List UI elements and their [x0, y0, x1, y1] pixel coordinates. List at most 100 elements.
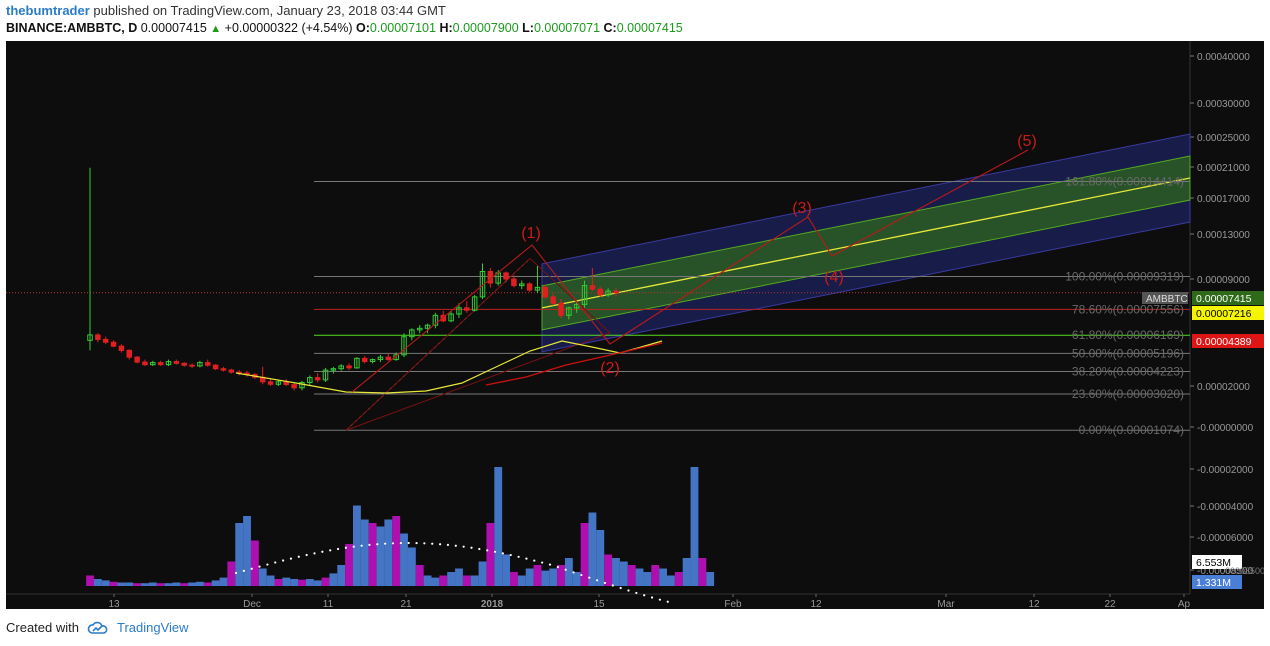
fib-level-label: 23.60%(0.00003020): [1072, 387, 1184, 401]
candle-body: [448, 313, 454, 322]
volume-bar: [462, 575, 471, 586]
volume-bar: [510, 572, 518, 586]
price-tick-label: 0.00013000: [1197, 230, 1250, 241]
volume-bar: [86, 575, 94, 586]
candle-body: [110, 341, 117, 347]
volume-ma-dot: [360, 544, 363, 547]
symbol-tag-bg: [1142, 292, 1188, 304]
volume-bar: [400, 533, 408, 586]
fib-level-label: 100.00%(0.00009319): [1065, 270, 1184, 284]
candle-body: [377, 356, 384, 361]
price-badge-value: 0.00007415: [1196, 293, 1252, 305]
volume-ma-dot: [533, 559, 536, 562]
volume-bar: [667, 575, 675, 586]
fib-triangle: [345, 257, 611, 431]
volume-bar: [486, 523, 495, 586]
volume-bar: [564, 558, 573, 586]
candle-body: [346, 365, 352, 369]
created-with-label: Created with: [6, 620, 79, 635]
low-value: 0.00007071: [533, 21, 601, 35]
volume-ma-dot: [478, 547, 481, 551]
candle-body: [519, 283, 525, 287]
price-chart[interactable]: 13 Dec 11 21 2018 15 Feb 12 Mar 12 22 Ap 0.00040000 0…: [6, 21, 1266, 610]
volume-bar: [407, 547, 416, 586]
volume-bar: [321, 577, 330, 586]
chart-canvas[interactable]: 13 Dec 11 21 2018 15 Feb 12 Mar 12 22 Ap 0.00040000 0…: [6, 21, 1266, 610]
candle-body: [275, 381, 282, 385]
volume-bar: [525, 568, 534, 586]
price-badge-value: 0.00007216: [1196, 308, 1252, 320]
tradingview-link[interactable]: TradingView: [116, 620, 189, 635]
volume-bar: [596, 530, 605, 586]
volume-ma-dot: [556, 566, 559, 569]
volume-bar: [627, 565, 636, 586]
volume-bar: [125, 582, 134, 586]
volume-ma-dot: [258, 565, 261, 568]
volume-bar: [337, 565, 346, 586]
wave-label: (2): [600, 360, 620, 377]
volume-bar: [502, 554, 510, 586]
volume-ma-dot: [588, 576, 591, 579]
candle-body: [534, 286, 541, 291]
volume-bar: [282, 577, 291, 586]
volume-bar: [203, 582, 212, 586]
candle-body: [424, 324, 431, 329]
candle-body: [605, 290, 611, 296]
volume-ma-dot: [407, 541, 410, 545]
volume-bar: [133, 583, 142, 586]
volume-bar: [266, 575, 275, 586]
candle-body: [197, 362, 203, 367]
volume-bar: [345, 544, 353, 586]
volume-ma-dot: [596, 579, 599, 582]
volume-bar: [172, 582, 181, 586]
candle-body: [299, 382, 305, 389]
price-tick-label: -0.00008500: [1197, 566, 1254, 577]
candle-body: [322, 369, 329, 381]
candle-body: [526, 283, 533, 291]
volume-bar: [196, 581, 204, 586]
volume-bar: [447, 572, 456, 586]
price-tick-label: 0.00002000: [1197, 382, 1250, 393]
open-label: O:: [356, 21, 370, 35]
price-badge: [1192, 291, 1266, 305]
price-badge: [1192, 306, 1266, 320]
volume-bar: [690, 467, 699, 586]
moving-average-yellow: [235, 340, 663, 394]
fib-level-label: 78.60%(0.00007556): [1072, 302, 1184, 316]
volume-ma-dot: [234, 571, 238, 575]
candle-body: [511, 278, 517, 287]
volume-ma-dot: [643, 594, 646, 597]
candle-body: [464, 307, 470, 311]
volume-ma-dot: [352, 545, 355, 548]
author-link[interactable]: thebumtrader: [6, 3, 90, 18]
candle-body: [589, 285, 596, 290]
candle-body: [189, 364, 195, 367]
volume-bar: [588, 512, 597, 586]
volume-bar: [698, 558, 707, 586]
volume-ma-dot: [541, 561, 544, 564]
volume-bar: [478, 561, 487, 586]
volume-bar: [619, 561, 628, 586]
price-tick-label: -0.00000000: [1197, 423, 1254, 434]
footer: Created with TradingView: [6, 620, 189, 635]
candle-body: [228, 369, 235, 373]
candle-body: [165, 361, 172, 366]
volume-badge: [1192, 555, 1242, 569]
volume-bar: [659, 568, 667, 586]
price-tick-label: -0.00006000: [1197, 533, 1254, 544]
volume-bar: [141, 583, 149, 586]
volume-bar: [682, 558, 691, 586]
fib-level-label: 61.80%(0.00006169): [1072, 328, 1184, 342]
volume-bar: [541, 570, 550, 586]
wave-path: [351, 149, 1029, 393]
volume-bar: [156, 583, 165, 586]
candle-body: [181, 362, 187, 366]
time-tick-label: 2018: [481, 599, 504, 609]
volume-bar: [643, 572, 652, 586]
volume-ma-dot: [313, 552, 316, 555]
publish-info: published on TradingView.com, January 23…: [93, 3, 446, 18]
time-tick-label: 13: [108, 599, 120, 609]
low-label: L:: [522, 21, 534, 35]
moving-average-red: [485, 342, 663, 386]
open-value: 0.00007101: [369, 21, 436, 35]
